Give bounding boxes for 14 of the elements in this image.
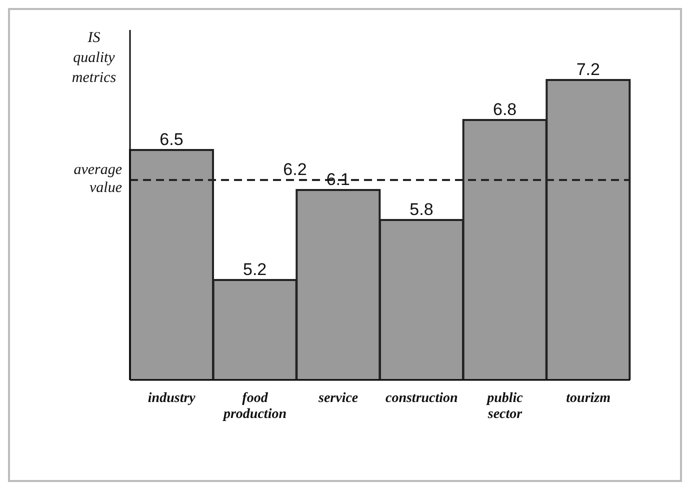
- data-label: 5.8: [410, 200, 434, 219]
- data-label: 6.5: [160, 130, 184, 149]
- x-tick-label: tourizm: [566, 391, 611, 406]
- y-axis-title: IS quality metrics: [72, 30, 116, 86]
- x-tick-label: service: [318, 391, 358, 406]
- x-tick-label: industry: [148, 391, 196, 406]
- x-tick-label: food production: [222, 391, 287, 422]
- data-label: 6.8: [493, 100, 517, 119]
- x-tick-label: public sector: [486, 391, 524, 422]
- x-tick-label: construction: [385, 391, 458, 406]
- annotation: 6.2: [283, 160, 307, 179]
- ref-line-label: average value: [74, 162, 122, 196]
- data-label: 5.2: [243, 260, 267, 279]
- data-label: 7.2: [576, 60, 600, 79]
